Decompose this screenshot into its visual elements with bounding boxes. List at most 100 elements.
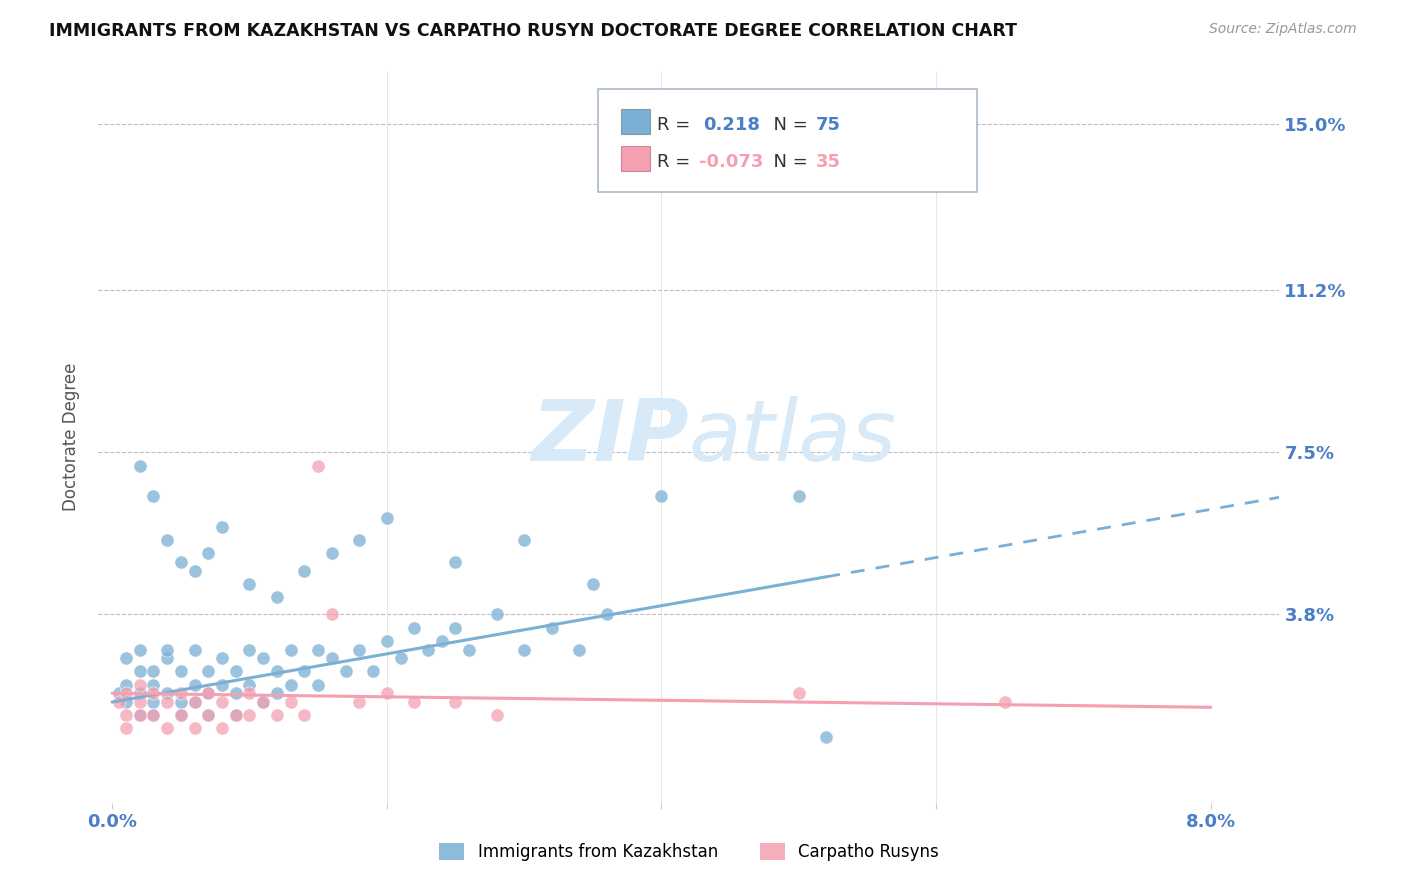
Point — [294, 564, 316, 578]
Text: R =: R = — [657, 116, 702, 134]
Point — [294, 665, 316, 679]
Point — [142, 665, 165, 679]
Point — [404, 695, 426, 709]
Point — [252, 695, 274, 709]
Point — [349, 695, 371, 709]
Point — [375, 511, 398, 525]
Point — [787, 686, 810, 700]
Point — [485, 607, 508, 622]
Point — [128, 665, 150, 679]
Point — [211, 695, 233, 709]
Point — [349, 642, 371, 657]
Point — [108, 695, 131, 709]
Point — [170, 665, 193, 679]
Point — [128, 695, 150, 709]
Point — [156, 642, 179, 657]
Point — [650, 489, 672, 503]
Point — [128, 642, 150, 657]
Point — [197, 686, 219, 700]
Point — [225, 686, 247, 700]
Point — [225, 708, 247, 723]
Point — [156, 722, 179, 736]
Point — [170, 686, 193, 700]
Point — [238, 677, 260, 691]
Point — [444, 621, 467, 635]
Point — [183, 642, 205, 657]
Point — [142, 695, 165, 709]
Point — [156, 686, 179, 700]
Point — [485, 708, 508, 723]
Point — [280, 677, 302, 691]
Point — [540, 621, 562, 635]
Text: 35: 35 — [815, 153, 841, 171]
Point — [211, 722, 233, 736]
Point — [108, 686, 131, 700]
Point — [294, 708, 316, 723]
Text: 0.218: 0.218 — [703, 116, 761, 134]
Point — [389, 651, 412, 665]
Text: atlas: atlas — [689, 395, 897, 479]
Point — [183, 564, 205, 578]
Point — [156, 533, 179, 547]
Point — [335, 665, 357, 679]
Point — [280, 695, 302, 709]
Point — [238, 708, 260, 723]
Point — [568, 642, 591, 657]
Point — [170, 695, 193, 709]
Point — [266, 665, 288, 679]
Text: -0.073: -0.073 — [699, 153, 763, 171]
Point — [238, 576, 260, 591]
Point — [349, 533, 371, 547]
Point — [197, 686, 219, 700]
Point — [416, 642, 439, 657]
Point — [128, 708, 150, 723]
Point — [266, 708, 288, 723]
Point — [361, 665, 384, 679]
Point — [444, 695, 467, 709]
Point — [994, 695, 1017, 709]
Point — [128, 458, 150, 473]
Text: ZIP: ZIP — [531, 395, 689, 479]
Point — [321, 607, 343, 622]
Point — [115, 695, 138, 709]
Point — [375, 686, 398, 700]
Point — [595, 607, 617, 622]
Text: Source: ZipAtlas.com: Source: ZipAtlas.com — [1209, 22, 1357, 37]
Text: 75: 75 — [815, 116, 841, 134]
Point — [156, 651, 179, 665]
Point — [266, 590, 288, 604]
Point — [142, 686, 165, 700]
Point — [128, 708, 150, 723]
Point — [115, 686, 138, 700]
Point — [307, 642, 329, 657]
Text: N =: N = — [762, 153, 814, 171]
Point — [252, 651, 274, 665]
Point — [430, 633, 453, 648]
Text: IMMIGRANTS FROM KAZAKHSTAN VS CARPATHO RUSYN DOCTORATE DEGREE CORRELATION CHART: IMMIGRANTS FROM KAZAKHSTAN VS CARPATHO R… — [49, 22, 1017, 40]
Point — [128, 677, 150, 691]
Point — [170, 708, 193, 723]
Point — [238, 686, 260, 700]
Point — [225, 708, 247, 723]
Point — [115, 708, 138, 723]
Point — [225, 665, 247, 679]
Point — [197, 708, 219, 723]
Point — [156, 695, 179, 709]
Point — [513, 533, 536, 547]
Legend: Immigrants from Kazakhstan, Carpatho Rusyns: Immigrants from Kazakhstan, Carpatho Rus… — [433, 836, 945, 868]
Point — [183, 677, 205, 691]
Point — [142, 708, 165, 723]
Point — [238, 642, 260, 657]
Point — [115, 722, 138, 736]
Point — [404, 621, 426, 635]
Point — [582, 576, 605, 591]
Point — [197, 665, 219, 679]
Point — [252, 695, 274, 709]
Point — [211, 677, 233, 691]
Point — [307, 677, 329, 691]
Point — [142, 489, 165, 503]
Point — [815, 730, 838, 744]
Point — [170, 555, 193, 569]
Point — [115, 677, 138, 691]
Point — [321, 651, 343, 665]
